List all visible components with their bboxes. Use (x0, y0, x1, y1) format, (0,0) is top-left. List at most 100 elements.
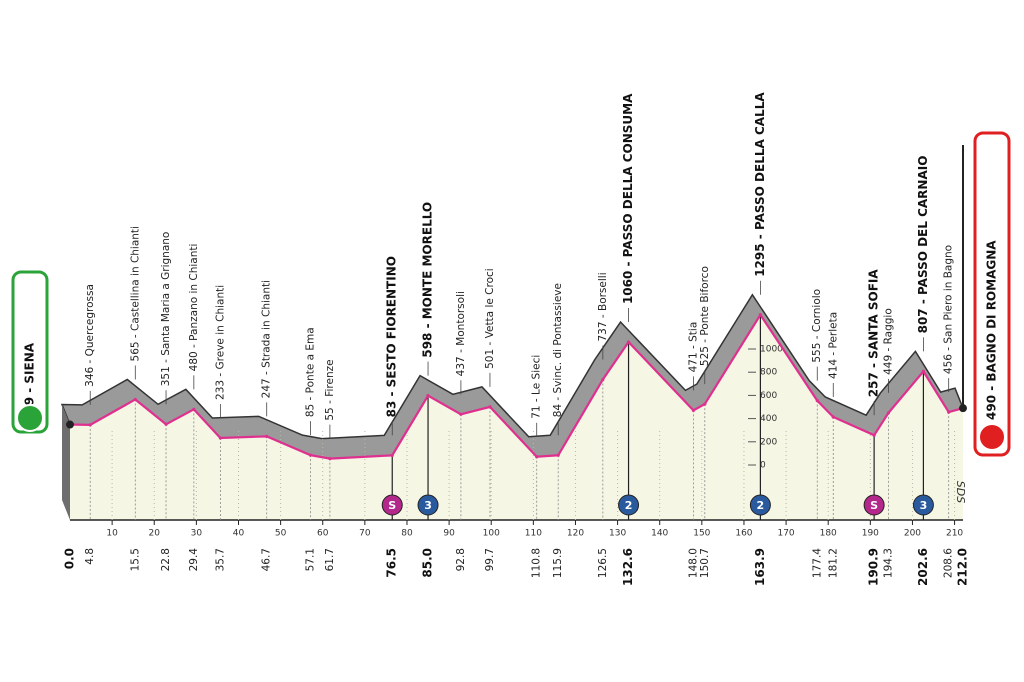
km-label: 177.4 (811, 548, 823, 578)
x-tick-label: 30 (191, 529, 203, 539)
km-label: 99.7 (484, 548, 496, 571)
waypoint-label: 598 - MONTE MORELLO (421, 202, 435, 358)
x-tick-label: 210 (946, 529, 963, 539)
waypoint-label: 807 - PASSO DEL CARNAIO (916, 156, 930, 334)
y-tick-label: 0 (760, 461, 766, 471)
x-tick-label: 200 (904, 529, 921, 539)
waypoint-label: 456 - San Piero in Bagno (943, 245, 955, 374)
climb-marker (381, 494, 403, 516)
waypoint-label: 480 - Panzano in Chianti (188, 244, 200, 372)
waypoint-label: 555 - Corniolo (811, 289, 823, 363)
x-tick-label: 10 (106, 529, 118, 539)
endpoint-dot (66, 420, 74, 429)
climb-marker-label: 2 (625, 499, 633, 512)
climb-marker-label: 2 (757, 499, 765, 512)
waypoint-label: 83 - SESTO FIORENTINO (385, 256, 399, 417)
km-label: 194.3 (882, 548, 894, 578)
start-icon (16, 404, 44, 432)
waypoint-label: 437 - Montorsoli (455, 291, 467, 376)
x-tick-label: 130 (609, 529, 626, 539)
y-tick-label: 400 (760, 414, 777, 424)
km-label: 22.8 (160, 548, 172, 571)
km-label: 15.5 (129, 548, 141, 571)
x-tick-label: 150 (693, 529, 710, 539)
climb-marker-label: S (870, 499, 878, 512)
waypoint-label: 84 - Svinc. di Pontassieve (552, 283, 564, 417)
waypoint-label: 565 - Castellina in Chianti (129, 226, 141, 361)
km-label: 181.2 (827, 548, 839, 578)
x-tick-label: 20 (149, 529, 161, 539)
waypoint-label: 247 - Strada in Chianti (261, 280, 273, 398)
km-label: 4.8 (84, 548, 96, 565)
waypoint-label: 525 - Ponte Biforco (699, 266, 711, 366)
profile-face (70, 314, 963, 520)
km-label: 148.0 (687, 548, 699, 578)
km-label: 92.8 (455, 548, 467, 571)
waypoint-label: 71 - Le Sieci (531, 355, 543, 419)
waypoint-label: 233 - Greve in Chianti (214, 285, 226, 400)
km-label: 76.5 (385, 548, 399, 578)
x-tick-label: 110 (525, 529, 542, 539)
profile-wall (62, 404, 70, 520)
km-label: 61.7 (324, 548, 336, 571)
x-tick-label: 80 (401, 529, 413, 539)
x-tick-label: 100 (483, 529, 500, 539)
waypoint-label: 85 - Ponte a Ema (305, 327, 317, 417)
climb-marker (912, 494, 934, 516)
waypoint-label: 351 - Santa Maria a Grignano (160, 232, 172, 387)
km-label: 126.5 (597, 548, 609, 578)
climb-marker-label: 3 (920, 499, 928, 512)
km-label: 163.9 (753, 548, 767, 586)
km-label: 132.6 (621, 548, 635, 586)
y-tick-label: 1000 (760, 345, 783, 355)
x-tick-label: 190 (862, 529, 879, 539)
km-label: 190.9 (867, 548, 881, 586)
waypoint-label: 414 - Perleta (827, 312, 839, 379)
climb-marker (618, 494, 640, 516)
y-tick-label: 800 (760, 368, 777, 378)
x-tick-label: 180 (820, 529, 837, 539)
finish-box (973, 131, 1011, 457)
km-label: 150.7 (699, 548, 711, 578)
waypoint-label: 449 - Raggio (882, 308, 894, 375)
km-label: 208.6 (943, 548, 955, 578)
waypoint-label: 1295 - PASSO DELLA CALLA (753, 92, 767, 277)
km-label: 202.6 (916, 548, 930, 586)
km-label: 212.0 (956, 548, 970, 586)
x-tick-label: 90 (443, 529, 455, 539)
km-label: 115.9 (552, 548, 564, 578)
profile-line (69, 312, 964, 460)
x-tick-label: 50 (275, 529, 287, 539)
waypoint-label: 55 - Firenze (324, 359, 336, 420)
waypoint-label: 737 - Borselli (597, 272, 609, 341)
x-tick-label: 160 (735, 529, 752, 539)
climb-marker-label: 3 (424, 499, 432, 512)
climb-marker (749, 494, 771, 516)
waypoint-label: 257 - SANTA SOFIA (867, 269, 881, 398)
y-tick-label: 200 (760, 437, 777, 447)
km-label: 35.7 (214, 548, 226, 571)
finish-label: 490 - BAGNO DI ROMAGNA (985, 240, 999, 420)
climb-marker (417, 494, 439, 516)
km-label: 46.7 (261, 548, 273, 571)
x-tick-label: 120 (567, 529, 584, 539)
start-label: 349 - SIENA (23, 342, 37, 422)
x-tick-label: 40 (233, 529, 245, 539)
waypoint-label: 346 - Quercegrossa (84, 284, 96, 387)
km-label: 57.1 (305, 548, 317, 571)
waypoint-label: 501 - Vetta le Croci (484, 268, 496, 369)
x-tick-label: 60 (317, 529, 329, 539)
km-label: 110.8 (531, 548, 543, 578)
y-tick-label: 600 (760, 391, 777, 401)
climb-marker (863, 494, 885, 516)
logo: SDS (954, 481, 967, 503)
finish-icon (978, 423, 1006, 451)
x-tick-label: 70 (359, 529, 371, 539)
climb-marker-label: S (388, 499, 396, 512)
km-label: 85.0 (421, 548, 435, 578)
x-tick-label: 170 (777, 529, 794, 539)
waypoint-label: 1060 - PASSO DELLA CONSUMA (621, 93, 635, 304)
km-label: 29.4 (188, 548, 200, 572)
x-tick-label: 140 (651, 529, 668, 539)
